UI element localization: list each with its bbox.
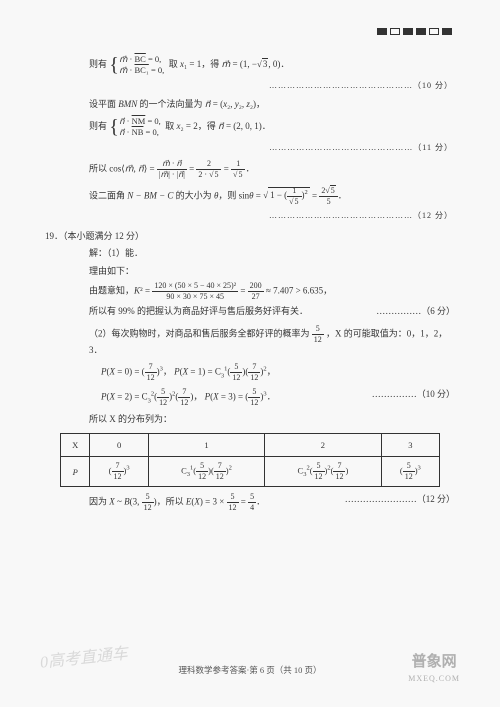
td: P	[61, 457, 90, 487]
t: （2）每次购物时，对商品和售后服务全都好评的概率为 512 ，X 的可能取值为：…	[45, 325, 455, 358]
sin-line: 设二面角 N − BM − C 的大小为 θ，则 sinθ = 1 − (15)…	[45, 187, 455, 206]
k2-line: 由题意知，K² = 120 × (50 × 5 − 40 × 25)²90 × …	[45, 282, 455, 301]
t: 理由如下：	[45, 265, 455, 279]
sq	[429, 28, 439, 35]
cos-line: 所以 cos⟨m⃗, n⃗⟩ = m⃗ · n⃗|m⃗| · |n⃗| = 22…	[45, 160, 455, 179]
score-dots: …………………………………………（11 分）	[45, 142, 455, 154]
sq	[377, 28, 387, 35]
eq-system-2: 则有 { n⃗ · NM = 0, n⃗ · NB = 0, 取 x₂ = 2，…	[45, 116, 455, 138]
sq	[442, 28, 452, 35]
t: 取 x₂ = 2，得 n⃗ = (2, 0, 1)．	[163, 121, 271, 131]
eq-system-1: 则有 { m⃗ · BC = 0, m⃗ · BC₁ = 0, 取 x₁ = 1…	[45, 54, 455, 76]
t: 取 x₁ = 1，得 m⃗ = (1, −3, 0)．	[166, 58, 289, 69]
th: X	[61, 433, 90, 457]
td: (712)3	[90, 457, 148, 487]
distribution-table: X 0 1 2 3 P (712)3 C31(512)(712)2 C32(51…	[60, 433, 440, 488]
page-footer: 理科数学参考答案·第 6 页（共 10 页）	[0, 664, 500, 677]
t: 解：（1）能．	[45, 247, 455, 261]
td: C31(512)(712)2	[148, 457, 264, 487]
t: 则有	[89, 59, 107, 69]
score-dots: …………………………………………（10 分）	[45, 80, 455, 92]
text-line: 设平面 BMN 的一个法向量为 n⃗ = (x₂, y₂, z₂)，	[45, 98, 455, 112]
th: 2	[265, 433, 381, 457]
score-dots: …………………………………………（12 分）	[45, 210, 455, 222]
corner-squares	[377, 28, 452, 35]
t: 则有	[89, 121, 107, 131]
th: 3	[381, 433, 439, 457]
px01: P(X = 0) = (712)3， P(X = 1) = C31(512)(7…	[45, 363, 455, 382]
sq	[416, 28, 426, 35]
td: (512)3	[381, 457, 439, 487]
th: 1	[148, 433, 264, 457]
td: C32(512)2(712)	[265, 457, 381, 487]
q19-heading: 19．（本小题满分 12 分）	[45, 230, 455, 244]
sq	[390, 28, 400, 35]
px23: P(X = 2) = C32(512)2(712)， P(X = 3) = (5…	[45, 388, 455, 407]
t: 所以 X 的分布列为：	[45, 413, 455, 427]
sq	[403, 28, 413, 35]
t: 所以有 99% 的把握认为商品好评与售后服务好评有关． ……………（6 分）	[45, 305, 455, 319]
th: 0	[90, 433, 148, 457]
ex-line: 因为 X ~ B(3, 512)，所以 E(X) = 3 × 512 = 54．…	[45, 493, 455, 512]
